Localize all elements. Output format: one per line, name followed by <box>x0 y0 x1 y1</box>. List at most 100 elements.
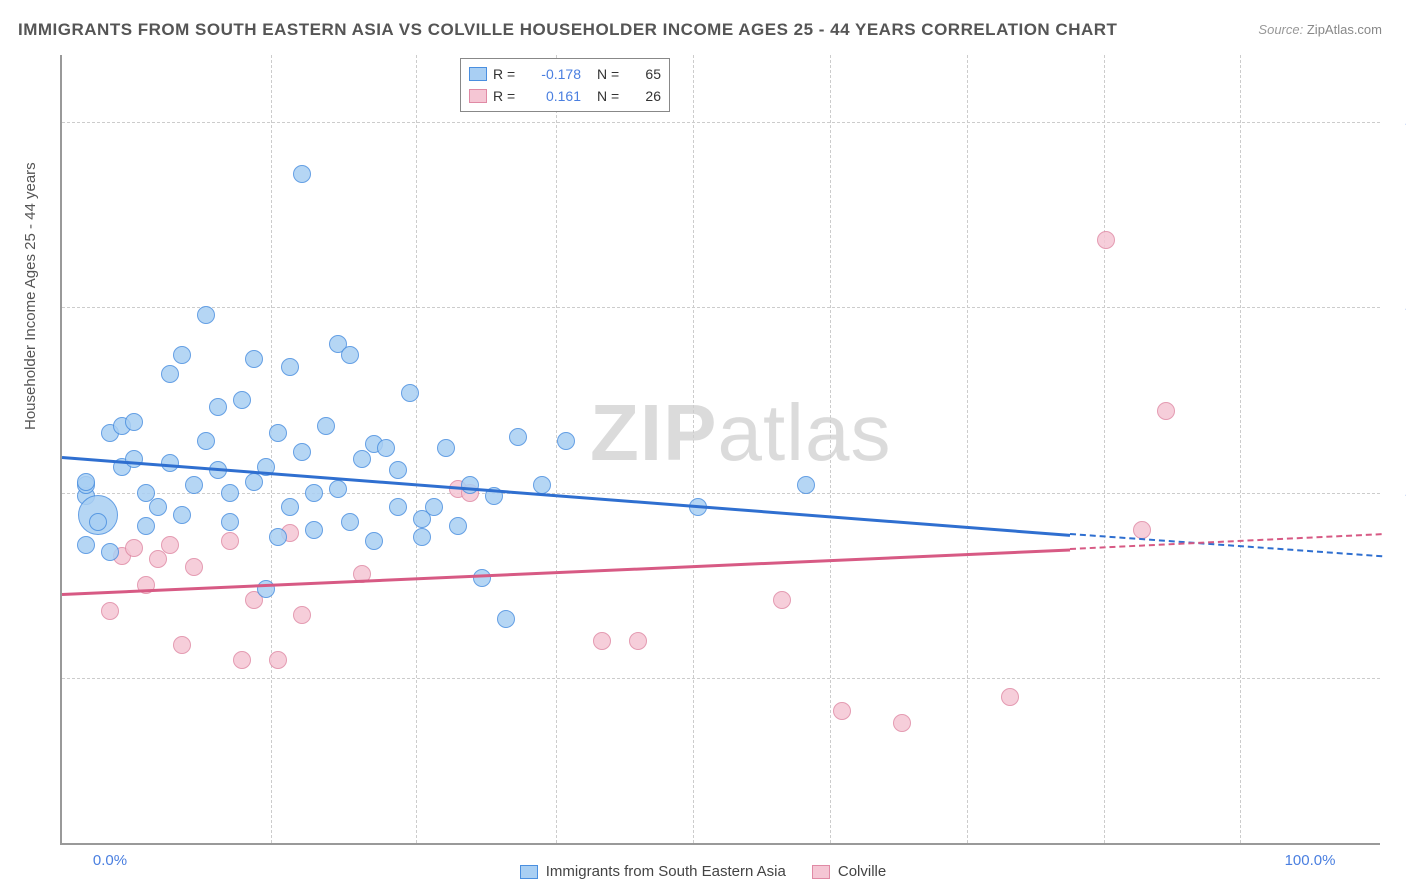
scatter-point <box>89 513 107 531</box>
scatter-point <box>833 702 851 720</box>
scatter-point <box>629 632 647 650</box>
scatter-point <box>773 591 791 609</box>
scatter-point <box>245 473 263 491</box>
scatter-point <box>269 424 287 442</box>
legend-series-label: Immigrants from South Eastern Asia <box>546 863 786 880</box>
y-tick-label: $150,000 <box>1388 299 1406 316</box>
scatter-point <box>1133 521 1151 539</box>
gridline-v <box>830 55 831 843</box>
legend-r-value: -0.178 <box>527 66 581 82</box>
legend-r-label: R = <box>493 66 521 82</box>
scatter-point <box>125 539 143 557</box>
legend-series-item: Immigrants from South Eastern Asia <box>520 863 786 880</box>
gridline-v <box>693 55 694 843</box>
scatter-point <box>509 428 527 446</box>
scatter-point <box>389 461 407 479</box>
trend-line <box>62 548 1070 596</box>
scatter-point <box>293 165 311 183</box>
scatter-point <box>101 602 119 620</box>
scatter-point <box>161 536 179 554</box>
scatter-point <box>893 714 911 732</box>
scatter-point <box>197 432 215 450</box>
scatter-point <box>377 439 395 457</box>
scatter-point <box>173 346 191 364</box>
scatter-point <box>137 517 155 535</box>
scatter-point <box>281 498 299 516</box>
scatter-point <box>269 528 287 546</box>
scatter-point <box>221 532 239 550</box>
scatter-point <box>293 606 311 624</box>
legend-series: Immigrants from South Eastern Asia Colvil… <box>0 863 1406 880</box>
watermark-light: atlas <box>717 388 891 477</box>
scatter-point <box>461 476 479 494</box>
y-axis-label: Householder Income Ages 25 - 44 years <box>22 162 39 430</box>
gridline-v <box>1240 55 1241 843</box>
scatter-point <box>77 473 95 491</box>
scatter-point <box>185 476 203 494</box>
scatter-point <box>341 513 359 531</box>
chart-title: IMMIGRANTS FROM SOUTH EASTERN ASIA VS CO… <box>18 20 1117 40</box>
scatter-point <box>149 550 167 568</box>
legend-series-item: Colville <box>812 863 886 880</box>
scatter-point <box>101 543 119 561</box>
legend-stats-box: R = -0.178 N = 65 R = 0.161 N = 26 <box>460 58 670 112</box>
legend-n-label: N = <box>597 88 625 104</box>
correlation-chart: IMMIGRANTS FROM SOUTH EASTERN ASIA VS CO… <box>0 0 1406 892</box>
scatter-point <box>293 443 311 461</box>
legend-series-label: Colville <box>838 863 886 880</box>
gridline-h <box>62 307 1380 308</box>
scatter-point <box>281 358 299 376</box>
scatter-point <box>353 450 371 468</box>
legend-n-value: 65 <box>631 66 661 82</box>
scatter-point <box>221 484 239 502</box>
scatter-point <box>1157 402 1175 420</box>
trend-line <box>62 456 1070 537</box>
legend-n-label: N = <box>597 66 625 82</box>
scatter-point <box>305 484 323 502</box>
scatter-point <box>413 528 431 546</box>
scatter-point <box>797 476 815 494</box>
scatter-point <box>533 476 551 494</box>
scatter-point <box>233 391 251 409</box>
legend-swatch <box>469 67 487 81</box>
y-tick-label: $200,000 <box>1388 113 1406 130</box>
scatter-point <box>437 439 455 457</box>
gridline-h <box>62 122 1380 123</box>
scatter-point <box>125 413 143 431</box>
source-attribution: Source: ZipAtlas.com <box>1258 22 1382 37</box>
gridline-v <box>967 55 968 843</box>
scatter-point <box>185 558 203 576</box>
watermark: ZIPatlas <box>590 387 891 479</box>
scatter-point <box>593 632 611 650</box>
scatter-point <box>269 651 287 669</box>
scatter-point <box>497 610 515 628</box>
scatter-point <box>245 350 263 368</box>
scatter-point <box>449 517 467 535</box>
plot-area: ZIPatlas $50,000$100,000$150,000$200,000… <box>60 55 1380 845</box>
legend-stats-row: R = 0.161 N = 26 <box>469 85 661 107</box>
source-value: ZipAtlas.com <box>1307 22 1382 37</box>
legend-r-label: R = <box>493 88 521 104</box>
legend-n-value: 26 <box>631 88 661 104</box>
scatter-point <box>173 506 191 524</box>
scatter-point <box>173 636 191 654</box>
scatter-point <box>329 480 347 498</box>
scatter-point <box>1097 231 1115 249</box>
legend-stats-row: R = -0.178 N = 65 <box>469 63 661 85</box>
legend-swatch <box>520 865 538 879</box>
gridline-v <box>416 55 417 843</box>
scatter-point <box>161 365 179 383</box>
legend-swatch <box>812 865 830 879</box>
scatter-point <box>77 536 95 554</box>
gridline-h <box>62 493 1380 494</box>
scatter-point <box>305 521 323 539</box>
scatter-point <box>389 498 407 516</box>
gridline-h <box>62 678 1380 679</box>
watermark-bold: ZIP <box>590 388 717 477</box>
source-label: Source: <box>1258 22 1303 37</box>
scatter-point <box>401 384 419 402</box>
scatter-point <box>365 532 383 550</box>
scatter-point <box>221 513 239 531</box>
y-tick-label: $50,000 <box>1388 670 1406 687</box>
legend-r-value: 0.161 <box>527 88 581 104</box>
